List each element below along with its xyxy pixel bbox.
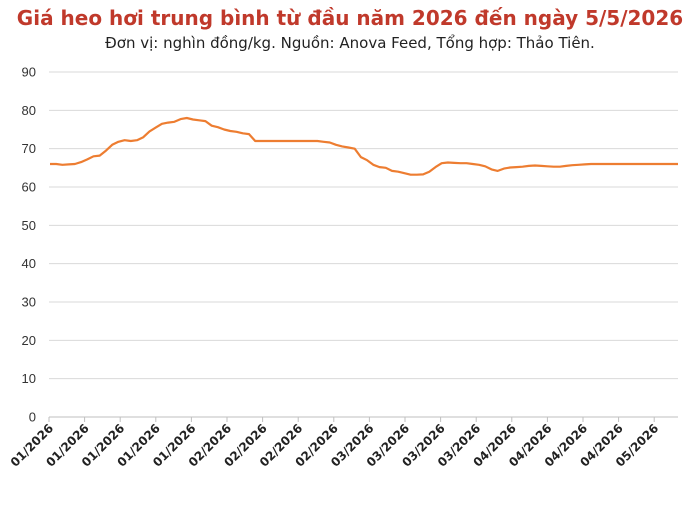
- y-tick-label: 60: [22, 180, 36, 195]
- series-line: [50, 116, 678, 176]
- y-tick-label: 30: [22, 295, 36, 310]
- x-axis-ticks: 01/202601/202601/202601/202601/202602/20…: [8, 417, 661, 470]
- y-tick-label: 80: [22, 103, 36, 118]
- y-tick-label: 70: [22, 141, 36, 156]
- gridlines: [49, 71, 678, 380]
- chart-title: Giá heo hơi trung bình từ đầu năm 2026 đ…: [16, 6, 684, 30]
- series-layer: [50, 116, 678, 176]
- y-tick-label: 90: [22, 65, 36, 80]
- y-tick-label: 10: [22, 371, 36, 386]
- chart-subtitle: Đơn vị: nghìn đồng/kg. Nguồn: Anova Feed…: [105, 34, 595, 52]
- y-tick-label: 0: [29, 410, 36, 425]
- y-tick-label: 40: [22, 256, 36, 271]
- y-axis-ticks: 0 10 20 30 40 50 60 70 80 90: [22, 65, 36, 425]
- y-tick-label: 50: [22, 218, 36, 233]
- y-tick-label: 20: [22, 333, 36, 348]
